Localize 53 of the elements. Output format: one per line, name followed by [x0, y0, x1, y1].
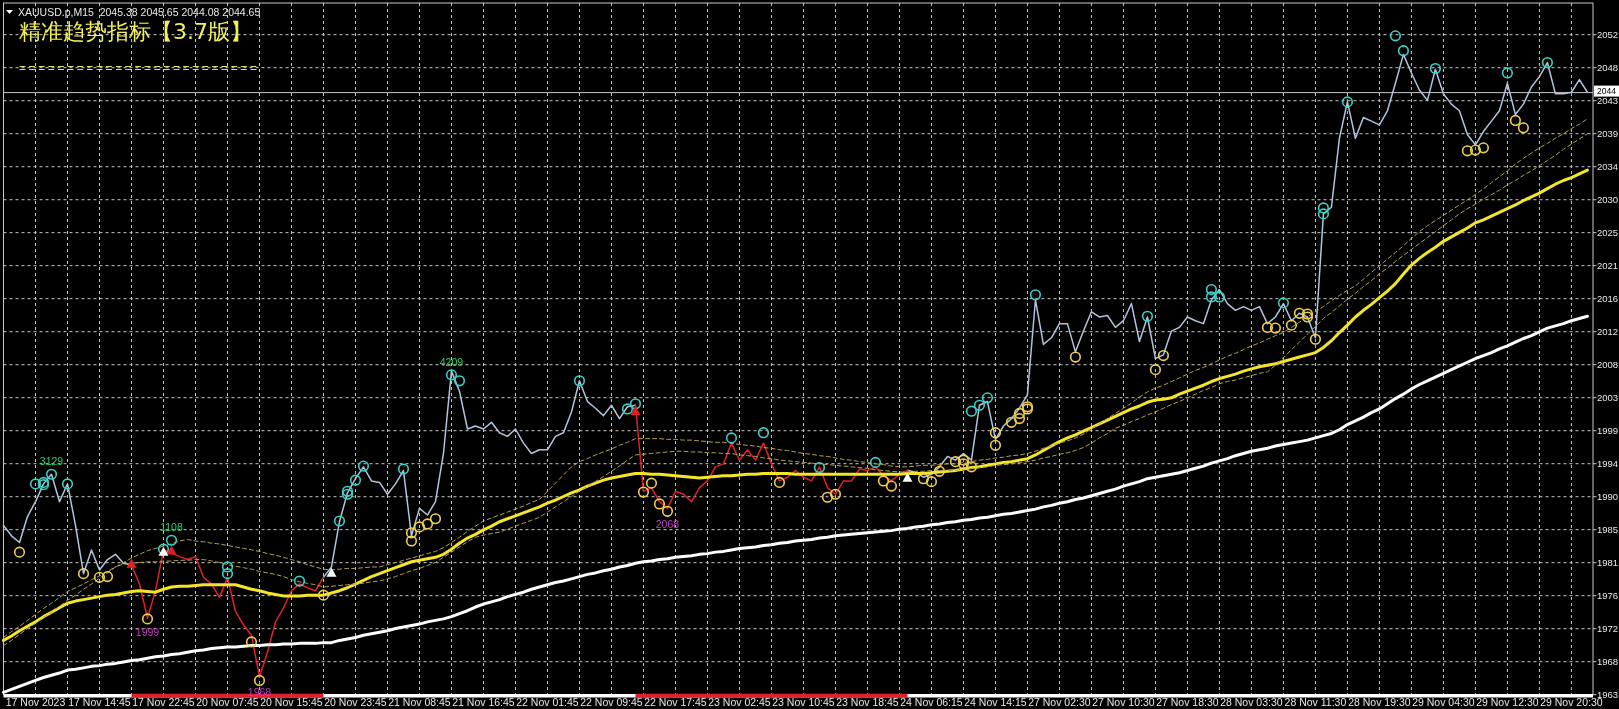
y-tick-label: 2030	[1597, 194, 1619, 206]
x-tick-label: 28 Nov 19:30	[1348, 696, 1411, 708]
x-tick-label: 24 Nov 06:15	[900, 696, 963, 708]
x-tick-label: 17 Nov 14:45	[68, 696, 131, 708]
x-tick-label: 28 Nov 03:30	[1220, 696, 1283, 708]
x-tick-label: 27 Nov 10:30	[1092, 696, 1155, 708]
x-tick-label: 20 Nov 23:45	[324, 696, 387, 708]
x-tick-label: 22 Nov 09:45	[580, 696, 643, 708]
x-tick-label: 22 Nov 01:45	[516, 696, 579, 708]
x-tick-label: 21 Nov 08:45	[388, 696, 451, 708]
y-tick-label: 1981	[1597, 557, 1619, 569]
y-tick-label: 2021	[1597, 260, 1619, 272]
y-tick-label: 1968	[1597, 656, 1619, 668]
annotation: =========================	[19, 61, 257, 75]
x-tick-label: 21 Nov 16:45	[452, 696, 515, 708]
y-tick-label: 2012	[1597, 326, 1619, 338]
chart-title: XAUUSD.p,M15 2045.38 2045.65 2044.08 2044.65	[18, 6, 261, 18]
x-tick-label: 23 Nov 18:45	[836, 696, 899, 708]
x-tick-label: 20 Nov 07:45	[196, 696, 259, 708]
x-tick-label: 28 Nov 11:30	[1284, 696, 1347, 708]
annotation: 3129	[39, 455, 64, 468]
y-tick-label: 2039	[1597, 128, 1619, 140]
y-tick-label: 2043	[1597, 95, 1619, 107]
ref-line-label: 2044	[1594, 85, 1619, 97]
x-tick-label: 23 Nov 10:45	[772, 696, 835, 708]
y-tick-label: 2008	[1597, 359, 1619, 371]
annotation: 1999	[135, 625, 160, 638]
x-tick-label: 22 Nov 17:45	[644, 696, 707, 708]
y-tick-label: 1972	[1597, 623, 1619, 635]
x-tick-label: 27 Nov 18:30	[1156, 696, 1219, 708]
annotation: 1108	[160, 521, 183, 534]
x-tick-label: 29 Nov 04:30	[1412, 696, 1475, 708]
y-tick-label: 1985	[1597, 524, 1619, 536]
y-tick-label: 2003	[1597, 392, 1619, 404]
y-tick-label: 1994	[1597, 458, 1619, 470]
annotation: 4209	[439, 355, 464, 368]
y-tick-label: 2034	[1597, 161, 1619, 173]
x-tick-label: 17 Nov 22:45	[132, 696, 195, 708]
y-tick-label: 2025	[1597, 227, 1619, 239]
x-tick-label: 29 Nov 12:30	[1476, 696, 1539, 708]
x-tick-label: 27 Nov 02:30	[1028, 696, 1091, 708]
x-tick-label: 23 Nov 02:45	[708, 696, 771, 708]
y-tick-label: 1990	[1597, 491, 1619, 503]
y-tick-label: 1976	[1597, 590, 1619, 602]
y-tick-label: 2048	[1597, 62, 1619, 74]
y-tick-label: 1999	[1597, 425, 1619, 437]
x-tick-label: 24 Nov 14:15	[964, 696, 1027, 708]
x-tick-label: 20 Nov 15:45	[260, 696, 323, 708]
x-tick-label: 17 Nov 2023	[5, 696, 66, 708]
chart-subtitle: 精准趋势指标【3.7版】	[19, 18, 252, 44]
y-tick-label: 2052	[1597, 29, 1619, 41]
annotation: 2068	[655, 518, 680, 531]
y-tick-label: 2016	[1597, 293, 1619, 305]
